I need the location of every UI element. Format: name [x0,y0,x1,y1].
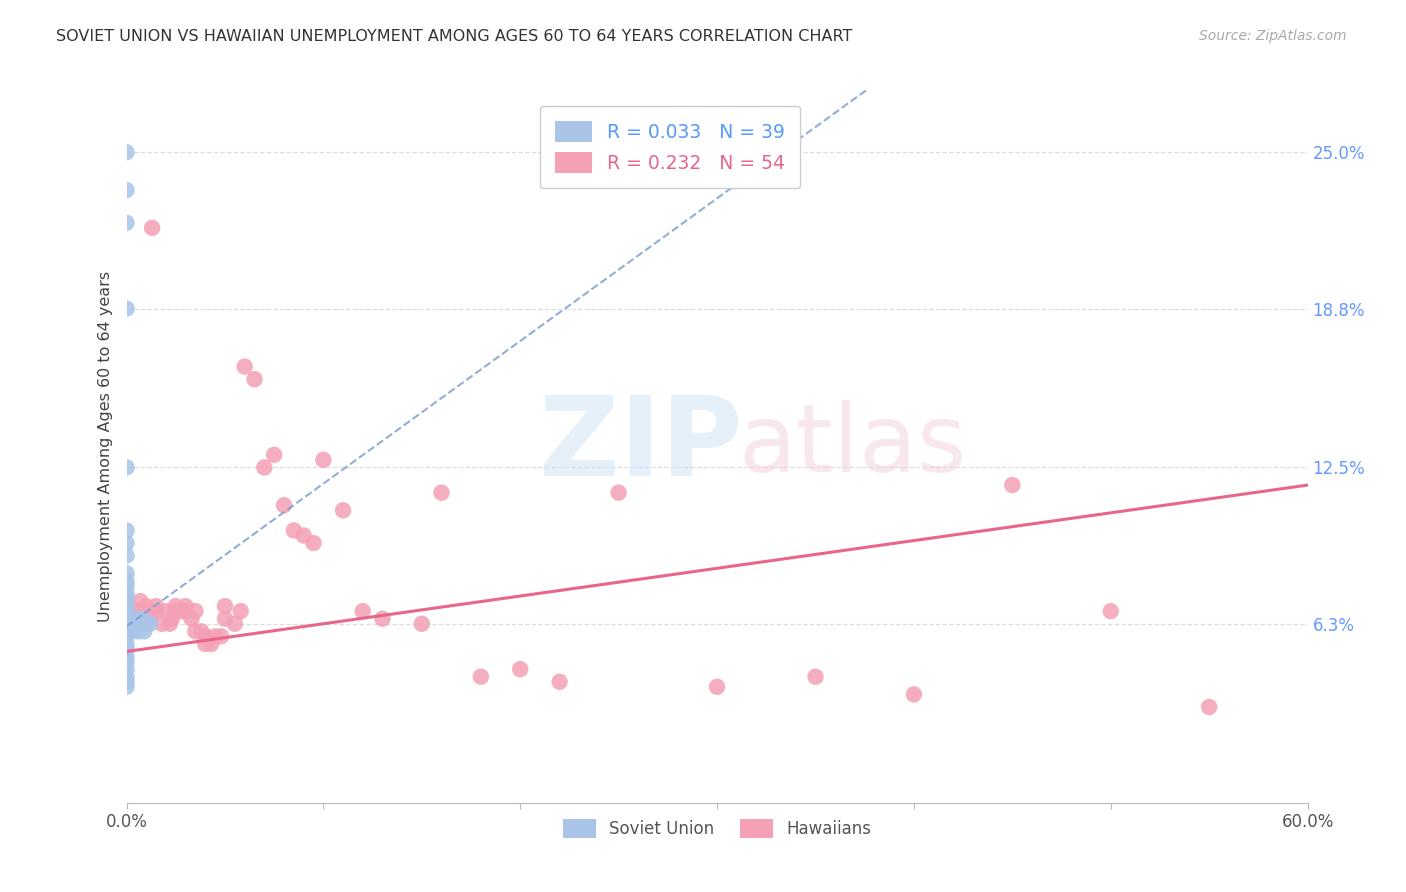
Point [180,612,202,626]
Point [229,604,252,618]
Point [200,637,222,651]
Point [121,616,143,631]
Point [170,604,193,618]
Point [224,616,246,631]
Point [312,453,335,467]
Text: SOVIET UNION VS HAWAIIAN UNEMPLOYMENT AMONG AGES 60 TO 64 YEARS CORRELATION CHAR: SOVIET UNION VS HAWAIIAN UNEMPLOYMENT AM… [56,29,852,44]
Point [115,549,138,563]
Point [115,642,138,657]
Point [115,574,138,588]
Point [145,604,167,618]
Point [243,372,266,386]
Point [115,670,138,684]
Point [302,536,325,550]
Point [115,579,138,593]
Point [371,612,394,626]
Point [139,612,162,626]
Point [135,599,157,614]
Point [184,604,207,618]
Point [125,612,148,626]
Point [174,604,197,618]
Point [115,655,138,669]
Point [1099,604,1122,618]
Point [273,498,295,512]
Point [430,485,453,500]
Point [706,680,728,694]
Point [115,566,138,581]
Point [411,616,433,631]
Point [292,528,315,542]
Point [159,616,181,631]
Point [115,586,138,600]
Point [1001,478,1024,492]
Text: ZIP: ZIP [538,392,742,500]
Y-axis label: Unemployment Among Ages 60 to 64 years: Unemployment Among Ages 60 to 64 years [97,270,112,622]
Point [129,616,152,631]
Point [131,604,153,618]
Point [115,460,138,475]
Point [115,616,138,631]
Point [174,599,197,614]
Point [115,145,138,160]
Point [131,612,153,626]
Point [129,594,152,608]
Point [548,674,571,689]
Point [253,460,276,475]
Point [125,604,148,618]
Point [332,503,354,517]
Point [190,624,212,639]
Point [194,629,217,643]
Text: Source: ZipAtlas.com: Source: ZipAtlas.com [1199,29,1347,43]
Point [470,670,492,684]
Text: atlas: atlas [738,400,967,492]
Point [145,599,167,614]
Point [115,612,138,626]
Point [115,524,138,538]
Point [903,687,925,701]
Point [209,629,232,643]
Point [115,649,138,664]
Point [121,624,143,639]
Point [1198,700,1220,714]
Point [194,637,217,651]
Point [115,591,138,606]
Point [115,216,138,230]
Point [115,301,138,316]
Point [115,637,138,651]
Point [214,612,236,626]
Point [115,680,138,694]
Point [165,604,187,618]
Point [204,629,226,643]
Point [804,670,827,684]
Legend: Soviet Union, Hawaiians: Soviet Union, Hawaiians [557,812,877,845]
Point [283,524,305,538]
Point [135,616,157,631]
Point [115,674,138,689]
Point [115,629,138,643]
Point [115,536,138,550]
Point [115,662,138,676]
Point [115,624,138,639]
Point [134,616,156,631]
Point [352,604,374,618]
Point [509,662,531,676]
Point [115,183,138,197]
Point [125,616,148,631]
Point [184,624,207,639]
Point [141,220,163,235]
Point [134,624,156,639]
Point [155,604,177,618]
Point [607,485,630,500]
Point [139,616,162,631]
Point [214,599,236,614]
Point [233,359,256,374]
Point [263,448,285,462]
Point [150,616,173,631]
Point [127,624,149,639]
Point [160,612,183,626]
Point [115,604,138,618]
Point [165,599,187,614]
Point [115,599,138,614]
Point [131,616,153,631]
